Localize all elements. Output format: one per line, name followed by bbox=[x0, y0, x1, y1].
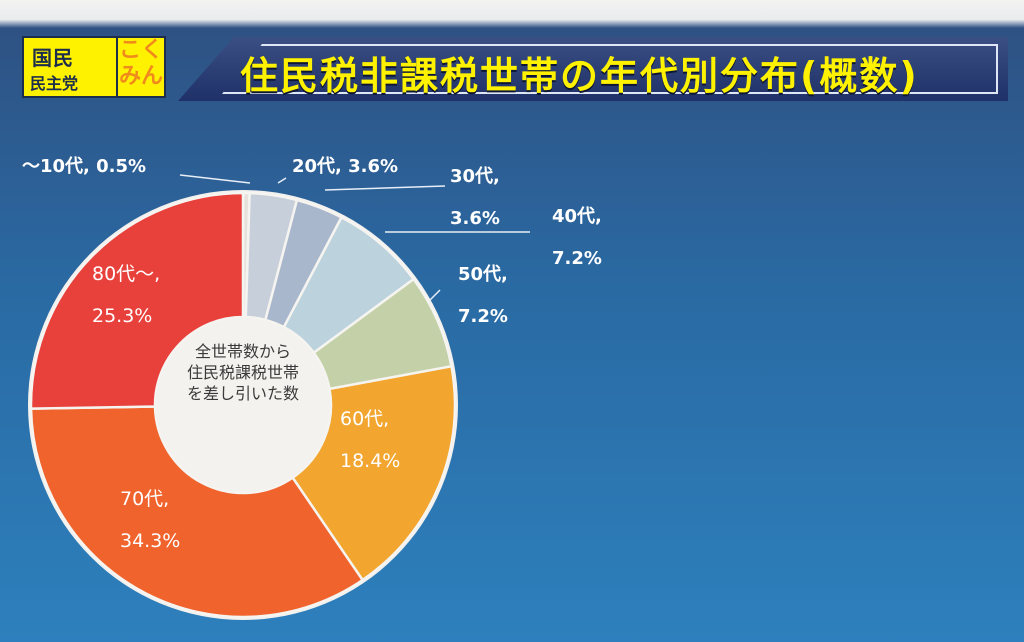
pie-slice bbox=[29, 405, 365, 619]
logo-text-2: 民主党 bbox=[30, 74, 79, 93]
leader-line bbox=[179, 174, 251, 184]
title-plate bbox=[178, 37, 1008, 101]
slice-label: 80代〜, 25.3% bbox=[92, 263, 160, 327]
pie-slice bbox=[290, 364, 457, 582]
logo-kokumin: こく みん bbox=[116, 36, 166, 98]
center-note-line-3: を差し引いた数 bbox=[186, 384, 299, 403]
logo-kokumin-2: みん bbox=[118, 64, 163, 89]
page-title: 住民税非課税世帯の年代別分布(概数) bbox=[240, 54, 919, 98]
center-note: 全世帯数から 住民税課税世帯 を差し引いた数 bbox=[155, 341, 331, 404]
logo-kokumin-1: こく bbox=[118, 38, 163, 63]
logo-block: 国民 民主党 bbox=[22, 36, 118, 98]
slice-label: 40代, 7.2% bbox=[552, 206, 602, 269]
party-logo: 国民 民主党 こく みん bbox=[22, 36, 166, 98]
leader-line bbox=[324, 185, 446, 191]
slice-label: 30代, 3.6% bbox=[450, 166, 500, 229]
leader-line bbox=[429, 289, 441, 301]
title-banner: 住民税非課税世帯の年代別分布(概数) bbox=[178, 37, 1008, 101]
leader-line bbox=[277, 177, 287, 184]
slice-label: 20代, 3.6% bbox=[292, 156, 398, 177]
center-note-line-2: 住民税課税世帯 bbox=[186, 363, 299, 382]
slice-label: 70代, 34.3% bbox=[120, 488, 180, 552]
slice-label: 60代, 18.4% bbox=[340, 408, 400, 472]
paper-edge bbox=[0, 0, 1024, 28]
slice-label: 〜10代, 0.5% bbox=[22, 156, 146, 177]
pie-slice bbox=[29, 191, 245, 410]
slice-label: 50代, 7.2% bbox=[458, 264, 508, 327]
donut-center bbox=[157, 319, 329, 491]
center-note-line-1: 全世帯数から bbox=[194, 342, 291, 361]
logo-text-1: 国民 bbox=[32, 46, 74, 70]
